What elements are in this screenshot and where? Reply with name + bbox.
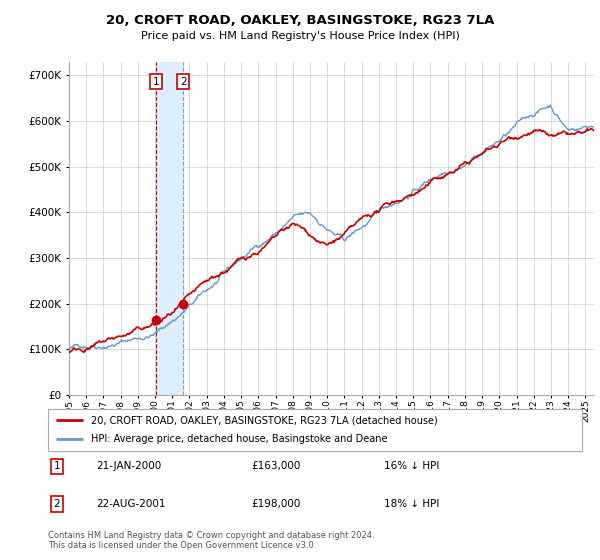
Text: 18% ↓ HPI: 18% ↓ HPI [385, 499, 440, 509]
Text: 2: 2 [53, 499, 60, 509]
FancyBboxPatch shape [48, 409, 582, 451]
Bar [156, 62, 184, 395]
Text: 21-JAN-2000: 21-JAN-2000 [96, 461, 161, 471]
Text: Contains HM Land Registry data © Crown copyright and database right 2024.
This d: Contains HM Land Registry data © Crown c… [48, 531, 374, 550]
Text: Price paid vs. HM Land Registry's House Price Index (HPI): Price paid vs. HM Land Registry's House … [140, 31, 460, 41]
Text: 2: 2 [180, 77, 187, 87]
Text: 1: 1 [152, 77, 160, 87]
Text: 16% ↓ HPI: 16% ↓ HPI [385, 461, 440, 471]
Text: 20, CROFT ROAD, OAKLEY, BASINGSTOKE, RG23 7LA: 20, CROFT ROAD, OAKLEY, BASINGSTOKE, RG2… [106, 14, 494, 27]
Text: £163,000: £163,000 [251, 461, 300, 471]
Text: HPI: Average price, detached house, Basingstoke and Deane: HPI: Average price, detached house, Basi… [91, 435, 387, 445]
Text: 22-AUG-2001: 22-AUG-2001 [96, 499, 166, 509]
Text: 1: 1 [53, 461, 60, 471]
Text: £198,000: £198,000 [251, 499, 300, 509]
Text: 20, CROFT ROAD, OAKLEY, BASINGSTOKE, RG23 7LA (detached house): 20, CROFT ROAD, OAKLEY, BASINGSTOKE, RG2… [91, 415, 437, 425]
